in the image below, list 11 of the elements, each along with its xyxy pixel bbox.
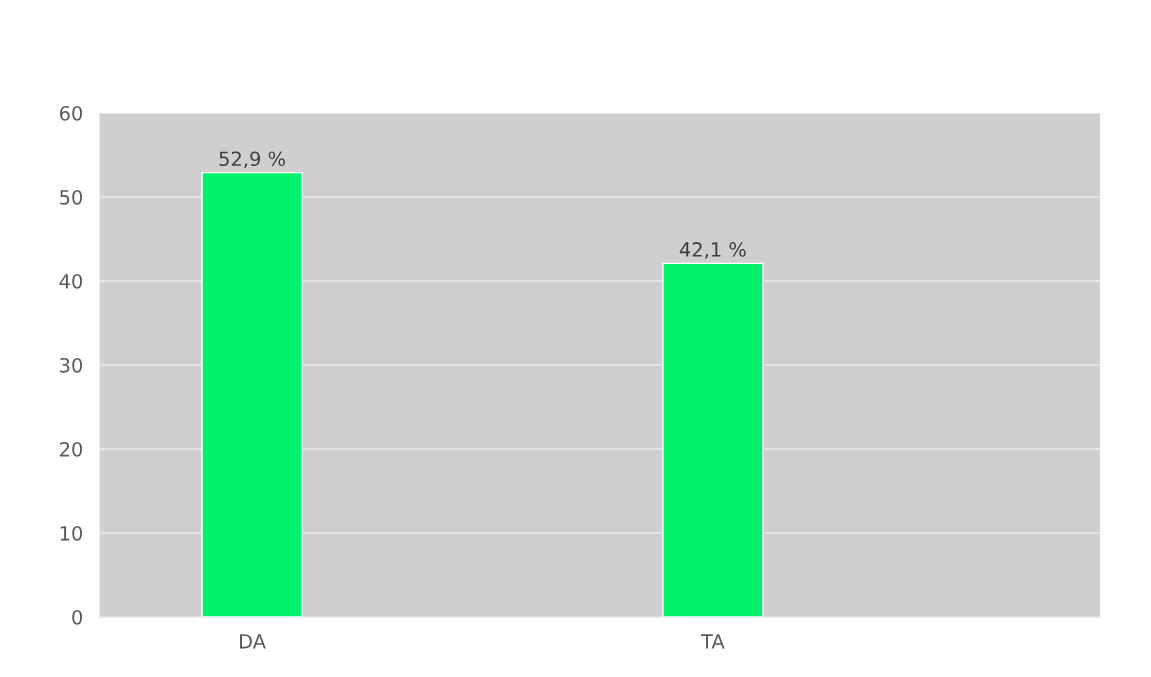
x-tick-label: DA bbox=[240, 634, 266, 649]
y-tick-label: 30 bbox=[60, 357, 83, 373]
y-tick-label: 60 bbox=[59, 105, 83, 121]
x-tick-label: TA bbox=[701, 634, 725, 649]
data-label: 52,9 % bbox=[219, 151, 285, 169]
y-tick-label: 50 bbox=[60, 189, 83, 205]
y-tick-label: 40 bbox=[59, 273, 83, 289]
y-tick-label: 10 bbox=[60, 525, 83, 541]
data-label: 42,1 % bbox=[679, 242, 746, 259]
y-tick-label: 0 bbox=[72, 609, 83, 625]
y-tick-label: 20 bbox=[60, 441, 83, 457]
